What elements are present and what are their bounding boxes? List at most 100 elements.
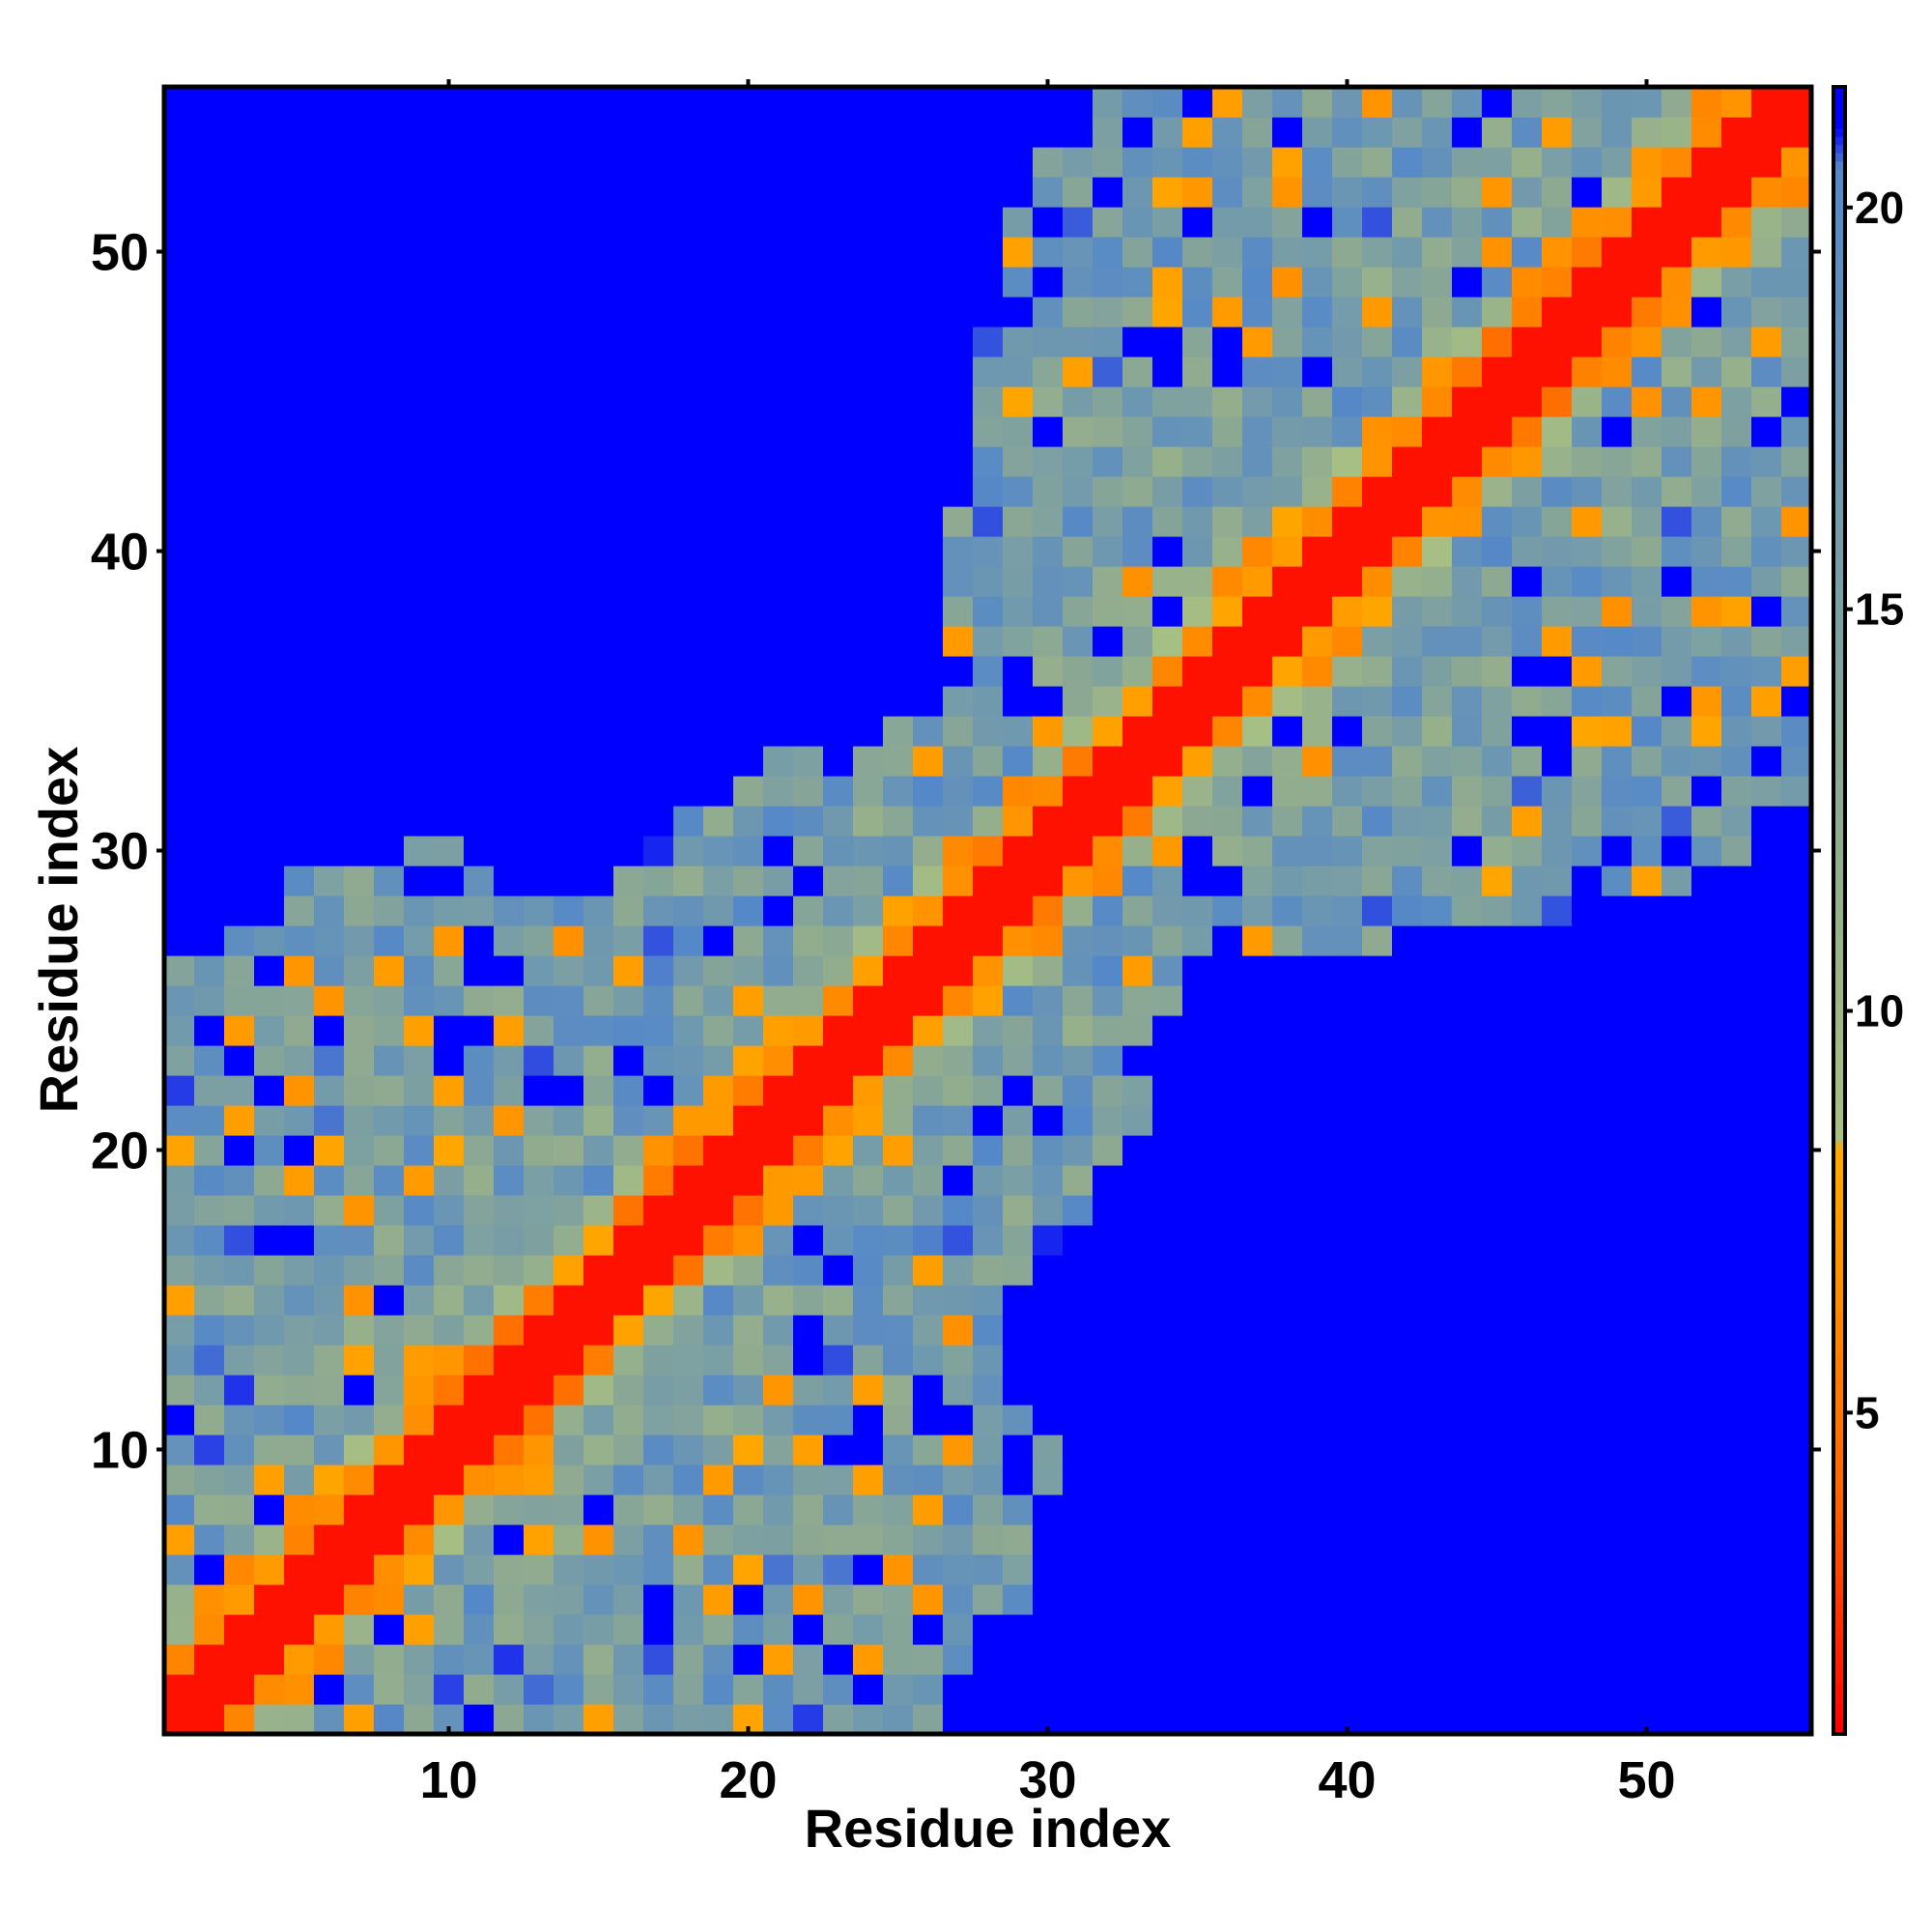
heatmap-cell	[1482, 267, 1513, 298]
heatmap-cell	[1751, 626, 1782, 657]
heatmap-cell	[434, 955, 465, 986]
heatmap-cell	[194, 237, 225, 268]
heatmap-cell	[883, 806, 914, 837]
heatmap-cell	[1182, 1464, 1213, 1495]
heatmap-cell	[913, 1375, 944, 1406]
heatmap-cell	[464, 1524, 495, 1555]
heatmap-cell	[883, 686, 914, 717]
heatmap-cell	[1662, 656, 1692, 687]
heatmap-cell	[1751, 925, 1782, 956]
heatmap-cell	[1392, 1674, 1423, 1705]
heatmap-cell	[1152, 297, 1183, 327]
heatmap-cell	[1302, 356, 1333, 387]
heatmap-cell	[164, 1614, 195, 1645]
heatmap-cell	[554, 626, 584, 657]
heatmap-cell	[194, 566, 225, 597]
heatmap-cell	[1003, 1345, 1034, 1376]
heatmap-cell	[344, 416, 375, 447]
heatmap-cell	[703, 1435, 734, 1465]
heatmap-cell	[1212, 925, 1243, 956]
heatmap-cell	[1662, 207, 1692, 238]
heatmap-cell	[524, 416, 554, 447]
heatmap-cell	[1272, 297, 1303, 327]
heatmap-cell	[703, 1015, 734, 1046]
heatmap-cell	[494, 1494, 525, 1525]
heatmap-cell	[913, 1285, 944, 1316]
heatmap-cell	[733, 1524, 764, 1555]
heatmap-cell	[464, 1105, 495, 1136]
heatmap-cell	[973, 1315, 1004, 1346]
heatmap-cell	[613, 147, 644, 178]
heatmap-cell	[1721, 416, 1752, 447]
heatmap-cell	[703, 1045, 734, 1076]
heatmap-cell	[1122, 566, 1153, 597]
heatmap-cell	[284, 327, 315, 357]
heatmap-cell	[1452, 836, 1483, 867]
colorbar-segment	[1833, 861, 1845, 870]
heatmap-cell	[1063, 476, 1094, 507]
colorbar-segment	[1833, 639, 1845, 648]
heatmap-cell	[613, 1704, 644, 1735]
heatmap-cell	[703, 806, 734, 837]
heatmap-cell	[1302, 1255, 1333, 1286]
heatmap-cell	[913, 327, 944, 357]
heatmap-cell	[1422, 327, 1453, 357]
heatmap-cell	[554, 207, 584, 238]
heatmap-cell	[1691, 985, 1722, 1016]
heatmap-cell	[1542, 1195, 1573, 1226]
colorbar-segment	[1833, 1124, 1845, 1134]
heatmap-cell	[1751, 955, 1782, 986]
heatmap-cell	[284, 207, 315, 238]
heatmap-cell	[1122, 776, 1153, 807]
heatmap-cell	[284, 1225, 315, 1256]
heatmap-cell	[1691, 596, 1722, 627]
heatmap-cell	[1033, 1614, 1064, 1645]
heatmap-cell	[703, 626, 734, 657]
heatmap-cell	[1272, 1135, 1303, 1166]
heatmap-cell	[1482, 327, 1513, 357]
heatmap-cell	[404, 596, 435, 627]
heatmap-cell	[733, 117, 764, 148]
heatmap-cell	[703, 386, 734, 417]
heatmap-cell	[823, 895, 854, 926]
heatmap-cell	[164, 746, 195, 777]
heatmap-cell	[1691, 87, 1722, 118]
heatmap-cell	[1003, 1255, 1034, 1286]
heatmap-cell	[643, 746, 674, 777]
heatmap-cell	[1152, 1524, 1183, 1555]
heatmap-cell	[1482, 1644, 1513, 1675]
heatmap-cell	[344, 836, 375, 867]
colorbar-segment	[1833, 630, 1845, 639]
heatmap-cell	[853, 1644, 884, 1675]
heatmap-cell	[464, 237, 495, 268]
heatmap-cell	[1152, 87, 1183, 118]
heatmap-cell	[1152, 985, 1183, 1016]
heatmap-cell	[823, 476, 854, 507]
heatmap-cell	[1482, 446, 1513, 477]
heatmap-cell	[643, 356, 674, 387]
heatmap-cell	[494, 1165, 525, 1196]
heatmap-cell	[583, 985, 614, 1016]
heatmap-cell	[943, 776, 974, 807]
heatmap-cell	[823, 626, 854, 657]
heatmap-cell	[434, 416, 465, 447]
heatmap-cell	[1302, 1435, 1333, 1465]
heatmap-cell	[643, 985, 674, 1016]
heatmap-cell	[793, 1045, 824, 1076]
heatmap-cell	[1482, 925, 1513, 956]
heatmap-cell	[1182, 1135, 1213, 1166]
heatmap-cell	[583, 1524, 614, 1555]
heatmap-cell	[1721, 177, 1752, 208]
heatmap-cell	[164, 446, 195, 477]
heatmap-cell	[1122, 506, 1153, 537]
heatmap-cell	[1572, 506, 1603, 537]
heatmap-cell	[1602, 626, 1633, 657]
heatmap-cell	[524, 177, 554, 208]
colorbar-segment	[1833, 235, 1845, 244]
heatmap-cell	[464, 925, 495, 956]
heatmap-cell	[1392, 1345, 1423, 1376]
heatmap-cell	[1332, 955, 1363, 986]
heatmap-cell	[1003, 386, 1034, 417]
colorbar-segment	[1833, 737, 1845, 747]
heatmap-cell	[823, 1105, 854, 1136]
